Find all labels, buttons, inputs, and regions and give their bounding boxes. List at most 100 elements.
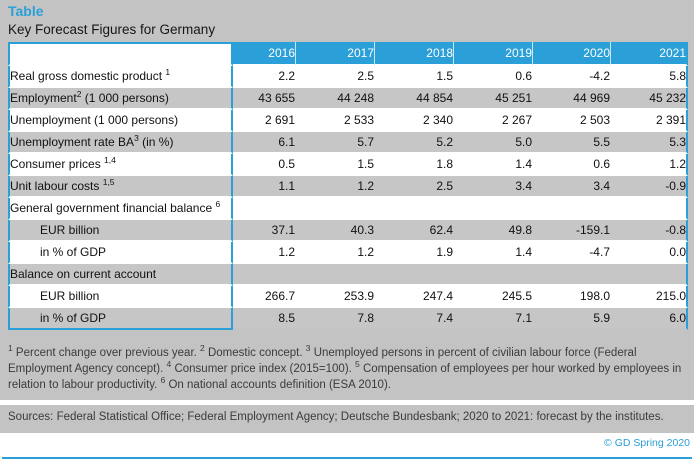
row-label: EUR billion (8, 286, 233, 308)
cell-value: 2.5 (295, 66, 374, 88)
cell-value: 0.6 (453, 66, 532, 88)
cell-value: 6.0 (610, 308, 688, 330)
cell-value: 245.5 (453, 286, 532, 308)
cell-value: 7.1 (453, 308, 532, 330)
cell-value: 2.2 (233, 66, 295, 88)
cell-value: 215.0 (610, 286, 688, 308)
cell-value: 1.2 (233, 242, 295, 264)
cell-value: 7.4 (374, 308, 453, 330)
footnote-marker: 2 (200, 343, 205, 354)
sources-line: Sources: Federal Statistical Office; Fed… (8, 411, 664, 423)
cell-value: 5.7 (295, 132, 374, 154)
cell-value: 2.5 (374, 176, 453, 198)
year-header-row: 2016 2017 2018 2019 2020 2021 (8, 42, 688, 66)
separator-band (0, 400, 694, 405)
footnote-marker: 3 (305, 343, 311, 354)
cell-value: 1.5 (374, 66, 453, 88)
year-header: 2021 (610, 42, 688, 66)
year-header: 2019 (453, 42, 532, 66)
cell-value (295, 198, 374, 220)
cell-value: 40.3 (295, 220, 374, 242)
cell-value: 5.8 (610, 66, 688, 88)
table-row: Unemployment rate BA3 (in %) 6.1 5.7 5.2 5.0… (8, 132, 688, 154)
table-row: General government financial balance 6 (8, 198, 688, 220)
table-row: in % of GDP 8.5 7.8 7.4 7.1 5.9 6.0 (8, 308, 688, 330)
row-label: General government financial balance 6 (8, 198, 233, 220)
cell-value: 45 232 (610, 88, 688, 110)
cell-value: 45 251 (453, 88, 532, 110)
cell-value: -4.7 (532, 242, 610, 264)
year-header: 2018 (374, 42, 453, 66)
cell-value: 1.9 (374, 242, 453, 264)
footnotes: 1 Percent change over previous year. 2 D… (8, 343, 682, 391)
cell-value: 44 969 (532, 88, 610, 110)
cell-value: 0.0 (610, 242, 688, 264)
row-label: Employment2 (1 000 persons) (8, 88, 233, 110)
year-header: 2016 (233, 42, 295, 66)
copyright-label: © GD Spring 2020 (604, 437, 690, 449)
cell-value: 5.2 (374, 132, 453, 154)
year-header: 2020 (532, 42, 610, 66)
table-kicker: Table (8, 3, 44, 19)
cell-value: 1.4 (453, 154, 532, 176)
table-row: Real gross domestic product 1 2.2 2.5 1.5 0.… (8, 66, 688, 88)
table-row: Unit labour costs 1,5 1.1 1.2 2.5 3.4 3.4 -0.9 (8, 176, 688, 198)
table-body: Real gross domestic product 1 2.2 2.5 1.5 0.… (8, 66, 688, 330)
cell-value: 2 391 (610, 110, 688, 132)
cell-value: -0.9 (610, 176, 688, 198)
cell-value: 5.9 (532, 308, 610, 330)
cell-value: 43 655 (233, 88, 295, 110)
row-label: Real gross domestic product 1 (8, 66, 233, 88)
table-row: Balance on current account (8, 264, 688, 286)
cell-value: 1.5 (295, 154, 374, 176)
row-label: in % of GDP (8, 308, 233, 330)
table-row: EUR billion 266.7 253.9 247.4 245.5 198.0 215.… (8, 286, 688, 308)
cell-value: 247.4 (374, 286, 453, 308)
bottom-rule (2, 457, 692, 459)
row-label: Consumer prices 1,4 (8, 154, 233, 176)
cell-value: 44 854 (374, 88, 453, 110)
cell-value: 2 340 (374, 110, 453, 132)
cell-value (295, 264, 374, 286)
cell-value: 0.6 (532, 154, 610, 176)
cell-value: 1.2 (610, 154, 688, 176)
cell-value: 37.1 (233, 220, 295, 242)
footer: © GD Spring 2020 (0, 433, 694, 462)
cell-value: 2 691 (233, 110, 295, 132)
footnote-marker: 6 (160, 375, 166, 386)
cell-value: 44 248 (295, 88, 374, 110)
cell-value: -159.1 (532, 220, 610, 242)
cell-value (453, 198, 532, 220)
cell-value: 6.1 (233, 132, 295, 154)
table-row: Unemployment (1 000 persons) 2 691 2 533 2 … (8, 110, 688, 132)
cell-value: -4.2 (532, 66, 610, 88)
footnote-marker: 1 (8, 343, 13, 354)
cell-value: 5.5 (532, 132, 610, 154)
cell-value: 253.9 (295, 286, 374, 308)
cell-value: 266.7 (233, 286, 295, 308)
cell-value: 1.2 (295, 176, 374, 198)
cell-value (233, 198, 295, 220)
cell-value (233, 264, 295, 286)
forecast-table: 2016 2017 2018 2019 2020 2021 Real gross dome… (8, 42, 688, 330)
cell-value (374, 264, 453, 286)
row-label: Balance on current account (8, 264, 233, 286)
cell-value (532, 198, 610, 220)
cell-value: 3.4 (453, 176, 532, 198)
table-row: EUR billion 37.1 40.3 62.4 49.8 -159.1 -0.8 (8, 220, 688, 242)
row-label: EUR billion (8, 220, 233, 242)
row-label: in % of GDP (8, 242, 233, 264)
table-row: Consumer prices 1,4 0.5 1.5 1.8 1.4 0.6 1.2 (8, 154, 688, 176)
cell-value: 5.0 (453, 132, 532, 154)
row-label: Unemployment (1 000 persons) (8, 110, 233, 132)
doc-header: Table Key Forecast Figures for Germany (0, 0, 694, 42)
footnote-marker: 5 (355, 359, 360, 370)
cell-value: 2 503 (532, 110, 610, 132)
table-row: Employment2 (1 000 persons) 43 655 44 248 4… (8, 88, 688, 110)
cell-value: 1.8 (374, 154, 453, 176)
cell-value: 1.1 (233, 176, 295, 198)
cell-value: 62.4 (374, 220, 453, 242)
row-label: Unit labour costs 1,5 (8, 176, 233, 198)
cell-value (610, 264, 688, 286)
row-label: Unemployment rate BA3 (in %) (8, 132, 233, 154)
